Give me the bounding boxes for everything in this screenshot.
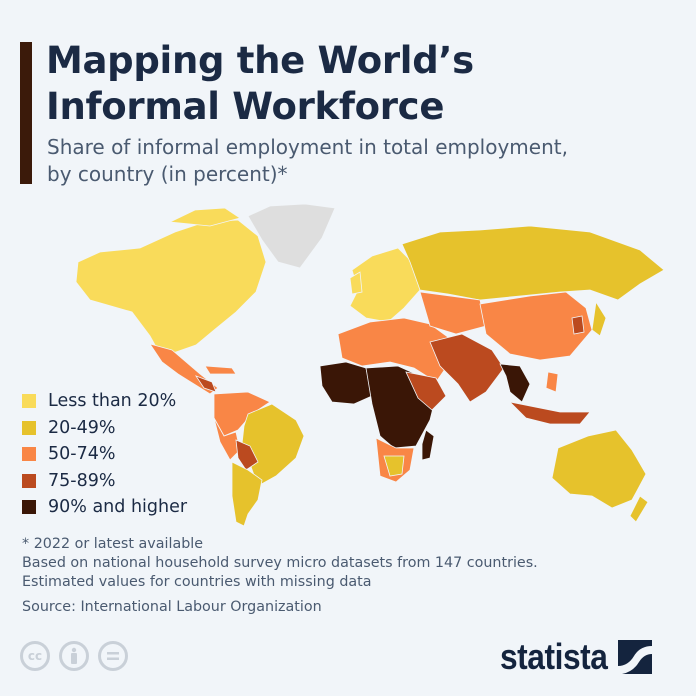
source-text: Source: International Labour Organizatio… [22,599,322,615]
legend: Less than 20% 20-49% 50-74% 75-89% 90% a… [22,388,187,521]
region-indonesia [508,401,591,425]
region-north-africa-middle-east [337,317,453,383]
region-brazil [241,403,305,487]
legend-swatch [22,473,36,488]
region-central-asia [419,291,487,335]
creative-commons-icon[interactable]: cc [20,641,50,671]
subtitle-line-2: by country (in percent)* [47,162,288,186]
region-new-zealand [629,495,649,523]
legend-label: 50-74% [48,444,116,465]
region-bolivia [235,439,259,471]
region-japan [591,300,607,337]
attribution-icon[interactable] [59,641,89,671]
region-philippines [545,371,559,393]
region-south-africa-inner [383,455,405,477]
world-map [75,203,665,527]
region-uk [349,271,363,295]
legend-swatch [22,394,36,409]
legend-item: 50-74% [22,441,187,468]
statista-logo[interactable]: statista [500,636,653,678]
subtitle-line-1: Share of informal employment in total em… [47,135,568,159]
legend-label: Less than 20% [48,391,177,412]
title-line-2: Informal Workforce [46,85,445,128]
accent-bar [20,42,32,184]
legend-item: 20-49% [22,415,187,442]
no-derivatives-icon[interactable] [98,641,128,671]
region-madagascar [421,429,435,461]
region-canada-islands [168,207,241,227]
region-west-africa [319,361,373,405]
brand-name: statista [500,636,608,677]
region-europe [349,247,421,323]
region-southern-cone [231,461,263,527]
legend-label: 75-89% [48,470,116,491]
title-line-1: Mapping the World’s [46,39,474,82]
region-greenland [247,203,336,269]
region-north-america [75,219,267,355]
footnote-estimates: Estimated values for countries with miss… [22,574,372,590]
region-central-america-south [194,375,217,393]
subtitle: Share of informal employment in total em… [47,134,568,188]
region-china [479,291,593,361]
page-title: Mapping the World’s Informal Workforce [46,38,474,130]
footnote-methodology: Based on national household survey micro… [22,555,538,571]
legend-item: 75-89% [22,468,187,495]
region-korea [571,315,585,335]
region-southeast-asia [499,363,531,403]
statista-mark-icon [618,640,653,674]
region-south-asia [429,333,505,403]
region-australia [551,429,647,509]
legend-item: 90% and higher [22,494,187,521]
legend-swatch [22,420,36,435]
region-east-africa [405,371,447,411]
legend-label: 20-49% [48,417,116,438]
license-icons: cc [20,641,128,671]
region-russia [401,225,665,301]
legend-swatch [22,500,36,515]
legend-label: 90% and higher [48,497,188,518]
footnotes: * 2022 or latest available Based on nati… [22,535,538,592]
region-caribbean [204,365,237,375]
legend-item: Less than 20% [22,388,187,415]
footnote-asterisk: * 2022 or latest available [22,536,204,552]
legend-swatch [22,447,36,462]
